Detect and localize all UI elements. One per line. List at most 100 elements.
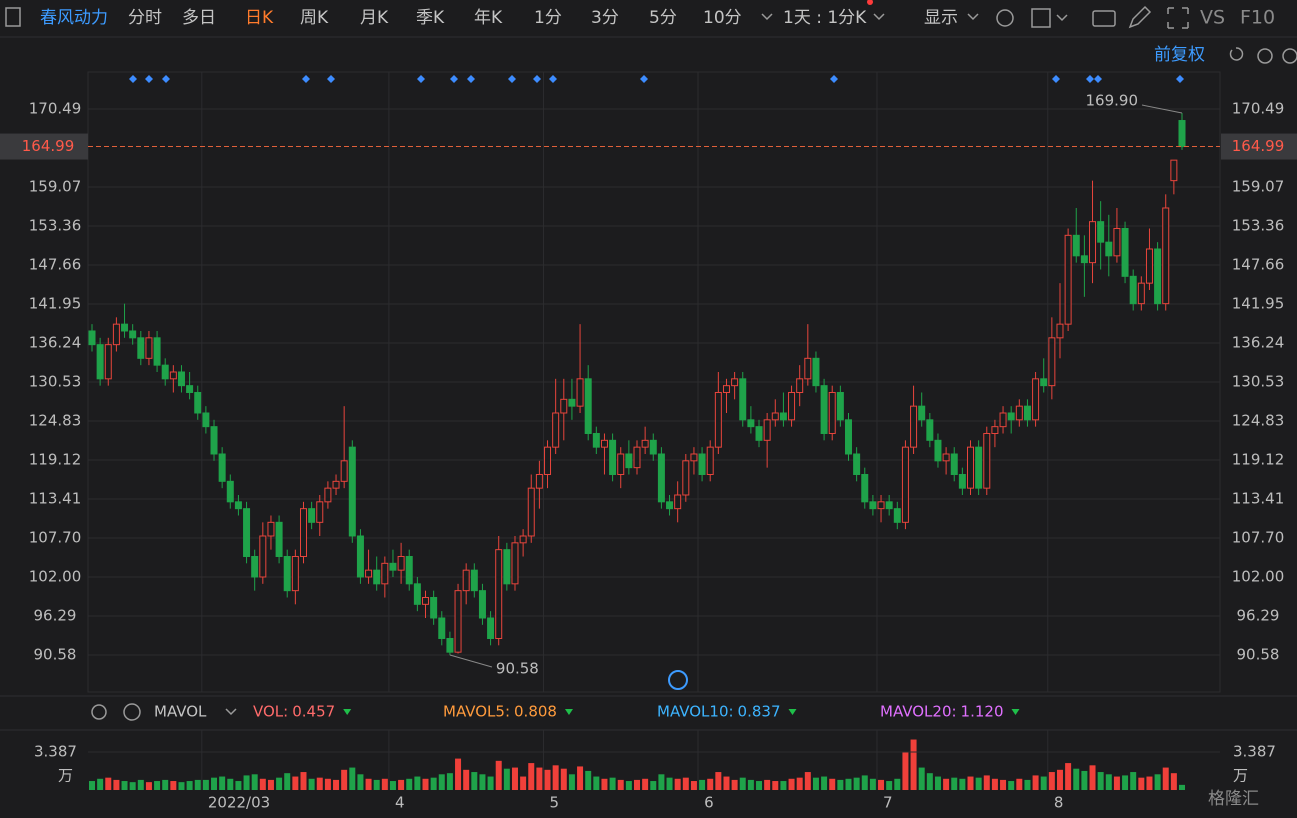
vol-chevron[interactable] [225, 708, 237, 716]
vs-button[interactable]: VS [1200, 7, 1225, 29]
candle-body [820, 385, 828, 434]
display-chevron[interactable] [967, 13, 979, 21]
y-tick-label: 153.36 [29, 217, 82, 235]
panel-icon[interactable] [5, 7, 21, 27]
volume-bar [137, 779, 144, 790]
period-tab[interactable]: 多日 [182, 8, 216, 28]
vol-settings[interactable] [91, 704, 107, 720]
volume-bar [1048, 772, 1055, 790]
candle-body [844, 419, 852, 455]
adjust-mode[interactable]: 前复权 [1154, 45, 1205, 65]
volume-bar [739, 777, 746, 790]
volume-bar [1000, 779, 1007, 790]
candle-body [617, 453, 625, 475]
candle-body [1145, 248, 1153, 284]
candle-body [1162, 207, 1170, 305]
volume-bar [764, 779, 771, 790]
candle-body [1129, 275, 1137, 305]
candle-body [877, 501, 885, 510]
candle-body [991, 426, 999, 434]
period-tab[interactable]: 月K [360, 8, 389, 28]
camera-icon[interactable] [1092, 10, 1116, 27]
vol-indicator-name[interactable]: MAVOL [154, 703, 207, 721]
candle-body [885, 501, 893, 510]
volume-bar [324, 778, 331, 790]
y-tick-label: 113.41 [29, 490, 82, 508]
volume-bar [1170, 773, 1177, 790]
candle-body [226, 480, 234, 503]
volume-bar [430, 777, 437, 790]
volume-bar [536, 767, 543, 790]
stock-name[interactable]: 春风动力 [40, 8, 108, 28]
period-tab[interactable]: 年K [474, 8, 503, 28]
volume-bar [1056, 769, 1063, 790]
volume-bar [1146, 776, 1153, 790]
period-tab[interactable]: 1分 [534, 8, 562, 28]
candle-body [535, 473, 543, 489]
candle-body [299, 508, 307, 557]
volume-bar [690, 781, 697, 790]
candle-body [649, 439, 657, 455]
period-tab[interactable]: 日K [245, 8, 274, 28]
candle-body [487, 617, 495, 639]
volume-bar [666, 777, 673, 790]
y-tick-label-right: 141.95 [1232, 294, 1285, 312]
settings-icon[interactable] [996, 9, 1014, 27]
indicator-value: 0.808 [514, 703, 557, 721]
zoom-out[interactable] [1257, 48, 1273, 64]
indicator-name: MAVOL5: [443, 703, 510, 721]
period-tab[interactable]: 5分 [649, 8, 677, 28]
square-icon[interactable] [1031, 8, 1051, 28]
volume-bar [682, 777, 689, 790]
volume-bar [341, 769, 348, 790]
square-chevron[interactable] [1056, 14, 1068, 22]
candle-body [112, 323, 120, 346]
period-tab[interactable]: 周K [300, 8, 329, 28]
more-chevron[interactable] [761, 13, 773, 21]
y-tick-label-right: 113.41 [1232, 490, 1285, 508]
volume-bar [251, 774, 258, 790]
zoom-in[interactable] [1282, 48, 1297, 64]
candle-body [96, 344, 104, 380]
vol-close[interactable] [123, 703, 141, 721]
volume-bar [259, 778, 266, 790]
volume-bar [154, 781, 161, 790]
volume-bar [544, 769, 551, 790]
volume-bar [886, 781, 893, 790]
f10-button[interactable]: F10 [1240, 7, 1275, 29]
period-tab[interactable]: 10分 [703, 8, 742, 28]
volume-bar [869, 778, 876, 790]
candle-body [210, 426, 218, 455]
volume-bar [894, 778, 901, 790]
candle-body [137, 337, 145, 359]
candle-body [1056, 323, 1064, 339]
volume-bar [829, 778, 836, 790]
period-select[interactable]: 1天 : 1分K [783, 8, 867, 28]
display-menu[interactable]: 显示 [924, 8, 958, 28]
candle-body [975, 446, 983, 489]
period-tab[interactable]: 季K [416, 8, 445, 28]
pen-icon[interactable] [1128, 5, 1152, 29]
candle-body [316, 501, 324, 523]
candle-body [600, 439, 608, 448]
y-tick-label: 170.49 [29, 99, 82, 117]
x-tick-label: 4 [395, 794, 405, 812]
reset-icon[interactable] [1229, 47, 1244, 61]
fullscreen-icon[interactable] [1167, 7, 1189, 29]
volume-bar [422, 778, 429, 790]
volume-bar [617, 779, 624, 790]
volume-bar [495, 760, 502, 790]
volume-bar [1113, 776, 1120, 790]
volume-bar [560, 768, 567, 790]
candle-body [243, 508, 251, 557]
price-tag [0, 133, 88, 160]
period-chevron[interactable] [873, 13, 885, 21]
period-tab[interactable]: 3分 [591, 8, 619, 28]
volume-bar [853, 777, 860, 790]
candle-body [568, 398, 576, 407]
volume-bar [951, 777, 958, 790]
min-label: 90.58 [496, 660, 539, 678]
period-tab[interactable]: 分时 [128, 8, 162, 28]
volume-bar [308, 778, 315, 790]
locate-icon[interactable] [668, 670, 688, 690]
